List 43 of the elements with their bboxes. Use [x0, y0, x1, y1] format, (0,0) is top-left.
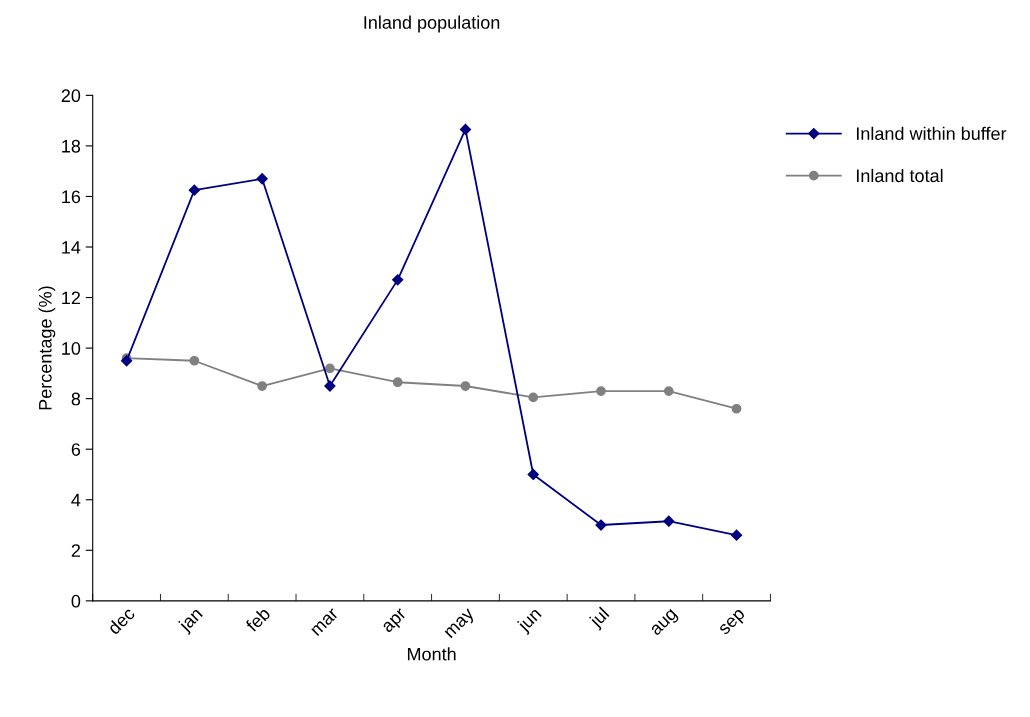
point [324, 380, 336, 392]
y-tick-label: 20 [61, 89, 81, 103]
point [188, 184, 200, 196]
point [257, 381, 267, 391]
y-tick-label: 10 [62, 342, 81, 355]
x-tick-label: dec [106, 606, 136, 636]
x-tick-label: sep [718, 608, 748, 638]
point [731, 403, 742, 414]
chart-title: Inland population [364, 15, 500, 33]
point [459, 123, 472, 136]
point [392, 377, 403, 388]
point [325, 363, 335, 374]
x-tick-label: jun [515, 606, 545, 635]
point [460, 381, 471, 391]
y-tick-label: 0 [71, 594, 81, 608]
y-tick-label: 14 [62, 241, 81, 254]
point [392, 274, 404, 286]
x-tick-label: apr [382, 608, 410, 636]
point [596, 386, 606, 396]
point [663, 515, 675, 527]
y-tick-label: 2 [71, 544, 80, 557]
y-tick-label: 18 [62, 139, 81, 153]
x-tick-label: jul [587, 606, 613, 631]
y-axis-title: Percentage (%) [38, 286, 56, 410]
point [663, 386, 674, 396]
point [527, 468, 539, 481]
x-tick-label: may [444, 608, 478, 641]
x-axis-title: Month [407, 647, 456, 661]
legend-label: Inland within buffer [856, 126, 1007, 141]
point [730, 529, 743, 541]
point [528, 392, 539, 403]
x-tick-label: feb [244, 606, 271, 633]
point [256, 173, 268, 185]
y-tick-label: 4 [71, 493, 81, 507]
x-tick-label: jan [177, 606, 206, 635]
y-tick-label: 8 [71, 392, 81, 406]
y-tick-label: 6 [71, 443, 81, 456]
x-tick-label: mar [311, 608, 340, 637]
legend-label: Inland total [856, 168, 943, 183]
x-tick-label: aug [650, 608, 680, 639]
point [189, 355, 200, 366]
y-tick-label: 12 [62, 291, 80, 305]
y-tick-label: 16 [62, 190, 81, 204]
